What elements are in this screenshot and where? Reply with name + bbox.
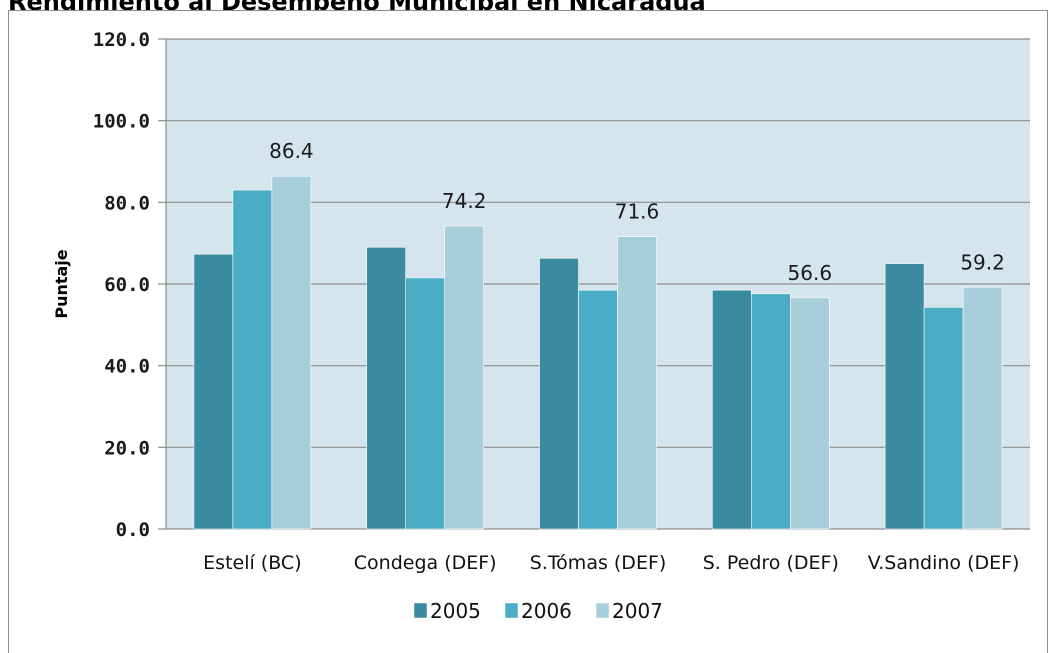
bar [750, 293, 791, 530]
data-label: 74.2 [442, 189, 487, 213]
legend: 2005 2006 2007 [413, 599, 663, 623]
y-tick-label: 20.0 [104, 437, 150, 459]
bar [923, 306, 964, 530]
y-tick-label: 80.0 [104, 192, 150, 214]
bar [711, 289, 752, 530]
bar [366, 246, 407, 530]
x-category-label: V.Sandino (DEF) [868, 552, 1020, 574]
bar [884, 263, 925, 530]
x-category-label: Estelí (BC) [203, 552, 301, 574]
x-category-label: S. Pedro (DEF) [703, 552, 839, 574]
bar [962, 286, 1003, 530]
bar [539, 257, 579, 530]
bar [405, 277, 446, 530]
bar [193, 253, 234, 530]
legend-label: 2005 [430, 599, 481, 623]
y-tick-label: 40.0 [104, 356, 150, 378]
y-tick-label: 60.0 [104, 274, 150, 296]
y-axis-label: Puntaje [52, 249, 71, 318]
legend-swatch [595, 602, 610, 619]
bars [193, 175, 1003, 530]
data-label: 59.2 [960, 250, 1005, 274]
y-axis-ticks: 0.0 20.0 40.0 60.0 80.0 100.0 120.0 [93, 29, 150, 541]
legend-swatch [504, 602, 519, 619]
y-tick-label: 120.0 [93, 29, 150, 51]
bar [789, 297, 830, 530]
legend-label: 2007 [612, 599, 663, 623]
x-category-label: Condega (DEF) [354, 552, 497, 574]
bar [271, 175, 312, 530]
bar [444, 225, 485, 530]
legend-label: 2006 [521, 599, 572, 623]
data-label: 56.6 [788, 261, 833, 285]
x-axis-categories: Estelí (BC) Condega (DEF) S.Tómas (DEF) S. … [203, 552, 1019, 574]
bar [232, 189, 273, 530]
data-label: 86.4 [269, 139, 314, 163]
x-category-label: S.Tómas (DEF) [530, 552, 667, 574]
data-label: 71.6 [615, 200, 660, 224]
bar [578, 289, 618, 530]
legend-swatch [413, 602, 428, 619]
data-labels: 86.4 74.2 71.6 56.6 59.2 [269, 139, 1005, 285]
bar [617, 236, 657, 530]
y-tick-label: 100.0 [93, 111, 150, 133]
y-tick-label: 0.0 [116, 519, 150, 541]
